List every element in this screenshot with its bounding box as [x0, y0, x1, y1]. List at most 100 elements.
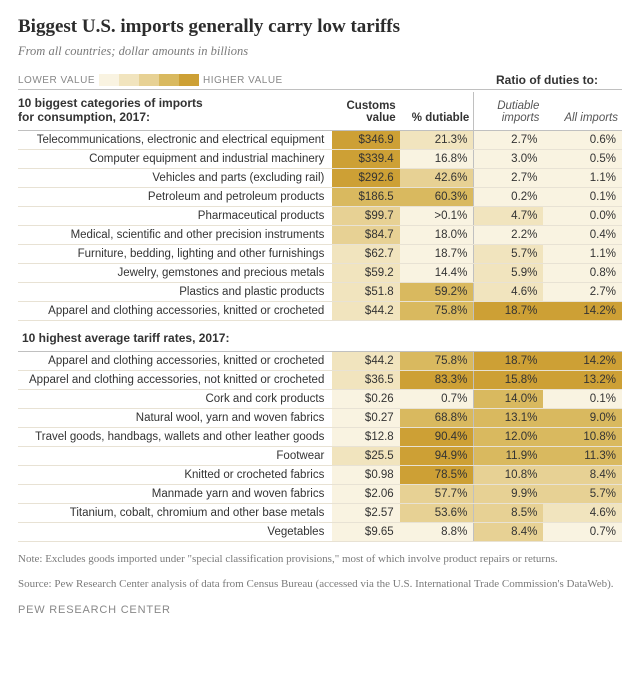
table-row: Knitted or crocheted fabrics$0.9878.5%10…: [18, 466, 622, 485]
table-row: Plastics and plastic products$51.859.2%4…: [18, 283, 622, 302]
legend-ratio-label: Ratio of duties to:: [496, 73, 622, 87]
cell-ratio-dutiable: 18.7%: [474, 302, 544, 321]
cell-dutiable: 75.8%: [400, 352, 474, 371]
legend-low-label: LOWER VALUE: [18, 75, 95, 86]
table-row: Footwear$25.594.9%11.9%11.3%: [18, 447, 622, 466]
cell-dutiable: 18.0%: [400, 226, 474, 245]
cell-dutiable: 83.3%: [400, 371, 474, 390]
cell-ratio-all: 8.4%: [543, 466, 622, 485]
cell-dutiable: 90.4%: [400, 428, 474, 447]
cell-ratio-dutiable: 18.7%: [474, 352, 544, 371]
cell-customs: $62.7: [332, 245, 399, 264]
cell-customs: $99.7: [332, 207, 399, 226]
row-label: Vehicles and parts (excluding rail): [18, 169, 332, 188]
cell-ratio-dutiable: 3.0%: [474, 150, 544, 169]
table-row: Computer equipment and industrial machin…: [18, 150, 622, 169]
cell-customs: $44.2: [332, 352, 399, 371]
section2-header: 10 highest average tariff rates, 2017:: [18, 321, 622, 352]
row-label: Natural wool, yarn and woven fabrics: [18, 409, 332, 428]
cell-customs: $346.9: [332, 131, 399, 150]
section1-header: 10 biggest categories of imports for con…: [18, 92, 332, 131]
cell-customs: $59.2: [332, 264, 399, 283]
cell-ratio-all: 10.8%: [543, 428, 622, 447]
cell-ratio-dutiable: 8.4%: [474, 523, 544, 542]
cell-dutiable: 94.9%: [400, 447, 474, 466]
legend-swatch: [139, 74, 159, 86]
cell-customs: $51.8: [332, 283, 399, 302]
table-row: Vegetables$9.658.8%8.4%0.7%: [18, 523, 622, 542]
row-label: Telecommunications, electronic and elect…: [18, 131, 332, 150]
cell-ratio-all: 14.2%: [543, 302, 622, 321]
cell-ratio-all: 0.6%: [543, 131, 622, 150]
row-label: Vegetables: [18, 523, 332, 542]
table-row: Manmade yarn and woven fabrics$2.0657.7%…: [18, 485, 622, 504]
row-label: Pharmaceutical products: [18, 207, 332, 226]
cell-ratio-dutiable: 14.0%: [474, 390, 544, 409]
cell-customs: $2.06: [332, 485, 399, 504]
legend-swatch: [99, 74, 119, 86]
cell-customs: $0.27: [332, 409, 399, 428]
table-row: Natural wool, yarn and woven fabrics$0.2…: [18, 409, 622, 428]
table-row: Cork and cork products$0.260.7%14.0%0.1%: [18, 390, 622, 409]
cell-ratio-all: 0.1%: [543, 390, 622, 409]
note-text: Note: Excludes goods imported under "spe…: [18, 552, 622, 567]
cell-dutiable: 68.8%: [400, 409, 474, 428]
cell-customs: $84.7: [332, 226, 399, 245]
cell-ratio-all: 0.0%: [543, 207, 622, 226]
row-label: Cork and cork products: [18, 390, 332, 409]
cell-ratio-all: 0.4%: [543, 226, 622, 245]
cell-ratio-all: 2.7%: [543, 283, 622, 302]
row-label: Apparel and clothing accessories, knitte…: [18, 352, 332, 371]
legend-scale: LOWER VALUE HIGHER VALUE: [18, 74, 283, 86]
table-row: Travel goods, handbags, wallets and othe…: [18, 428, 622, 447]
legend-row: LOWER VALUE HIGHER VALUE Ratio of duties…: [18, 73, 622, 90]
cell-ratio-dutiable: 11.9%: [474, 447, 544, 466]
legend-swatch: [119, 74, 139, 86]
table-row: Apparel and clothing accessories, not kn…: [18, 371, 622, 390]
row-label: Titanium, cobalt, chromium and other bas…: [18, 504, 332, 523]
cell-customs: $0.98: [332, 466, 399, 485]
row-label: Computer equipment and industrial machin…: [18, 150, 332, 169]
cell-customs: $0.26: [332, 390, 399, 409]
cell-ratio-all: 11.3%: [543, 447, 622, 466]
table-row: Petroleum and petroleum products$186.560…: [18, 188, 622, 207]
cell-dutiable: 16.8%: [400, 150, 474, 169]
table-row: Apparel and clothing accessories, knitte…: [18, 352, 622, 371]
cell-ratio-all: 1.1%: [543, 245, 622, 264]
cell-ratio-dutiable: 2.2%: [474, 226, 544, 245]
cell-ratio-all: 4.6%: [543, 504, 622, 523]
col-customs-header: Customs value: [332, 92, 399, 131]
row-label: Knitted or crocheted fabrics: [18, 466, 332, 485]
row-label: Travel goods, handbags, wallets and othe…: [18, 428, 332, 447]
cell-dutiable: 14.4%: [400, 264, 474, 283]
cell-dutiable: 18.7%: [400, 245, 474, 264]
row-label: Jewelry, gemstones and precious metals: [18, 264, 332, 283]
table-row: Vehicles and parts (excluding rail)$292.…: [18, 169, 622, 188]
cell-dutiable: 53.6%: [400, 504, 474, 523]
table-row: Pharmaceutical products$99.7>0.1%4.7%0.0…: [18, 207, 622, 226]
chart-title: Biggest U.S. imports generally carry low…: [18, 16, 622, 38]
legend-swatch: [179, 74, 199, 86]
cell-ratio-all: 1.1%: [543, 169, 622, 188]
cell-dutiable: 0.7%: [400, 390, 474, 409]
cell-ratio-all: 5.7%: [543, 485, 622, 504]
cell-customs: $25.5: [332, 447, 399, 466]
row-label: Apparel and clothing accessories, not kn…: [18, 371, 332, 390]
cell-ratio-all: 0.8%: [543, 264, 622, 283]
legend-high-label: HIGHER VALUE: [203, 75, 283, 86]
cell-customs: $186.5: [332, 188, 399, 207]
chart-subtitle: From all countries; dollar amounts in bi…: [18, 44, 622, 59]
cell-ratio-dutiable: 15.8%: [474, 371, 544, 390]
cell-dutiable: 57.7%: [400, 485, 474, 504]
cell-ratio-dutiable: 12.0%: [474, 428, 544, 447]
cell-dutiable: 59.2%: [400, 283, 474, 302]
legend-swatches: [99, 74, 199, 86]
row-label: Petroleum and petroleum products: [18, 188, 332, 207]
cell-customs: $2.57: [332, 504, 399, 523]
cell-ratio-dutiable: 4.6%: [474, 283, 544, 302]
cell-ratio-dutiable: 9.9%: [474, 485, 544, 504]
row-label: Footwear: [18, 447, 332, 466]
cell-customs: $44.2: [332, 302, 399, 321]
legend-swatch: [159, 74, 179, 86]
cell-customs: $339.4: [332, 150, 399, 169]
